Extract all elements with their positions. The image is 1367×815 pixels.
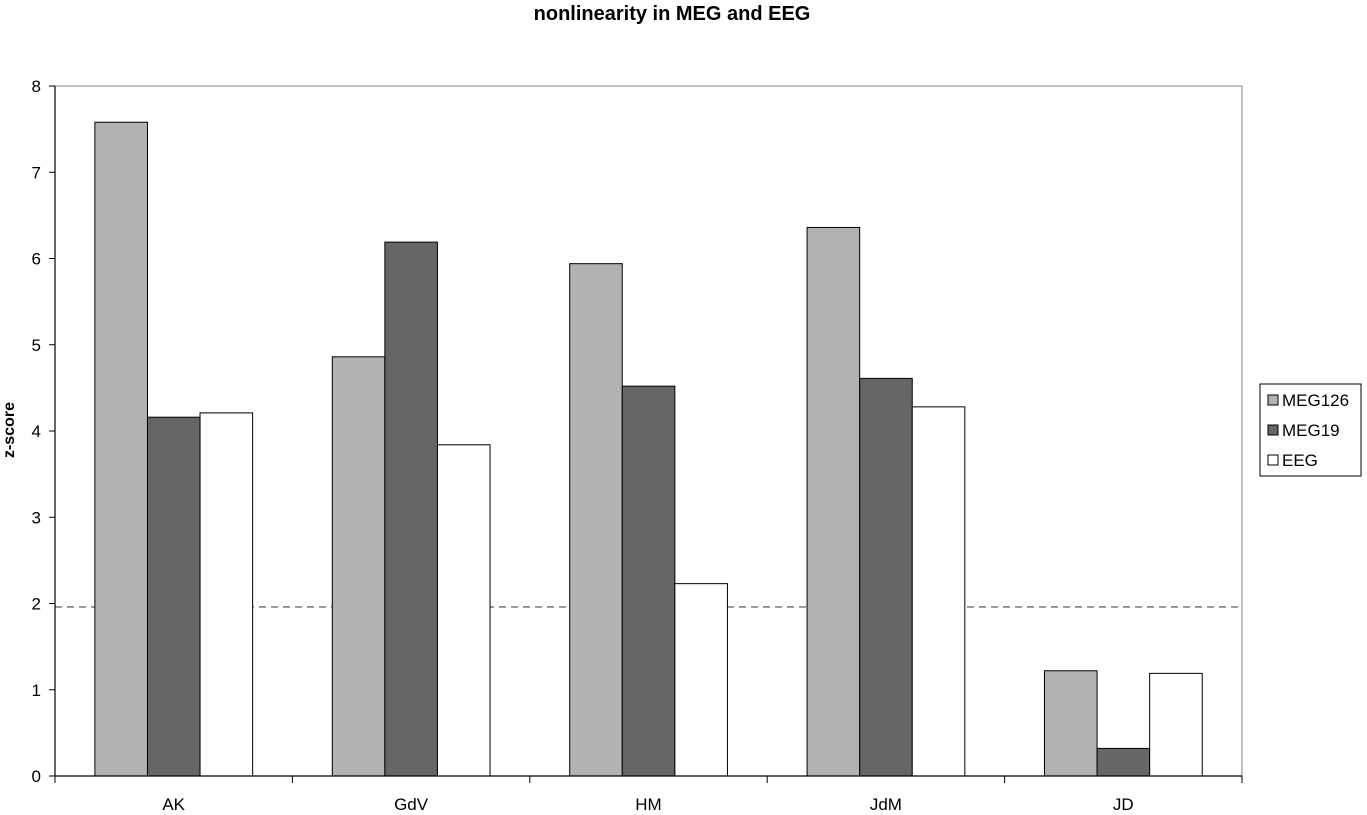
y-tick-label: 2	[32, 595, 41, 614]
y-tick-label: 0	[32, 767, 41, 786]
bar-meg126-jd	[1043, 670, 1098, 777]
bar-eeg-jdm	[911, 406, 966, 777]
bar-meg19-hm	[621, 385, 676, 777]
x-tick-label: GdV	[394, 795, 429, 814]
bar-eeg-jd	[1149, 672, 1203, 777]
legend-label-eeg: EEG	[1282, 451, 1318, 470]
chart-title: nonlinearity in MEG and EEG	[534, 3, 811, 25]
y-tick-label: 7	[32, 163, 41, 182]
bar-meg19-jdm	[859, 377, 913, 777]
y-axis-label: z-score	[1, 402, 18, 458]
y-tick-label: 5	[32, 336, 41, 355]
legend-swatch-meg126	[1267, 394, 1279, 406]
bars-group	[94, 121, 1203, 777]
y-tick-label: 6	[32, 250, 41, 269]
bar-meg126-gdv	[331, 356, 386, 777]
bar-eeg-ak	[199, 412, 254, 777]
bar-meg19-gdv	[384, 241, 438, 777]
legend-swatch-meg19	[1267, 424, 1279, 436]
legend-label-meg126: MEG126	[1282, 391, 1349, 410]
legend-label-meg19: MEG19	[1282, 421, 1340, 440]
y-tick-label: 3	[32, 508, 41, 527]
legend: MEG126 MEG19 EEG	[1259, 383, 1362, 477]
axes-group: 0 1 2 3 4 5 6 7 8 AK GdV HM JdM JD	[32, 77, 1243, 814]
x-tick-label: HM	[635, 795, 661, 814]
y-tick-label: 4	[32, 422, 41, 441]
legend-swatch-eeg	[1267, 454, 1279, 466]
y-tick-label: 1	[32, 681, 41, 700]
x-tick-label: AK	[162, 795, 185, 814]
bar-meg126-ak	[94, 121, 148, 777]
y-tick-label: 8	[32, 77, 41, 96]
bar-meg126-hm	[569, 263, 623, 777]
bar-meg19-ak	[146, 416, 201, 777]
x-tick-label: JdM	[870, 795, 902, 814]
bar-meg126-jdm	[806, 226, 861, 777]
bar-meg19-jd	[1096, 747, 1151, 777]
x-tick-label: JD	[1113, 795, 1134, 814]
bar-eeg-hm	[674, 583, 728, 777]
bar-eeg-gdv	[436, 444, 491, 777]
